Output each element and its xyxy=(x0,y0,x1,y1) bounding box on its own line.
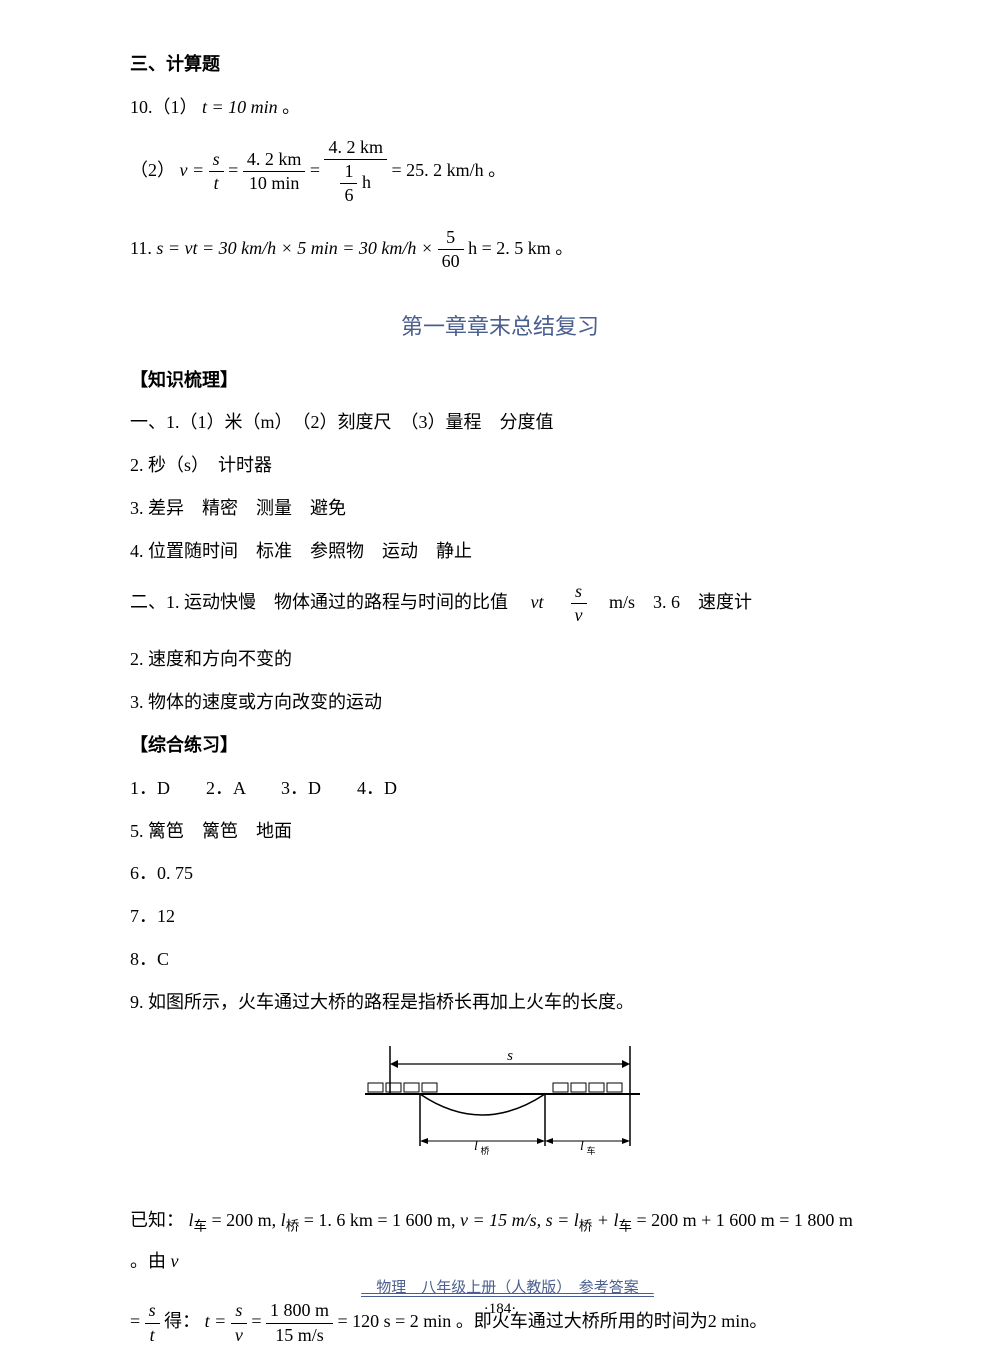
q10-prefix: 10.（1） xyxy=(130,97,198,117)
section-3-title: 三、计算题 xyxy=(130,50,870,79)
k3: 3. 差异 精密 测量 避免 xyxy=(130,494,870,523)
frac-num: 5 xyxy=(438,226,464,250)
sub2: 桥 xyxy=(286,1219,300,1234)
frac-den: 10 min xyxy=(243,172,306,195)
q11-prefix: 11. xyxy=(130,238,156,258)
eq-sign: = xyxy=(228,160,243,180)
l-bridge-sub: 桥 xyxy=(480,1145,489,1156)
p5: 5. 篱笆 篱笆 地面 xyxy=(130,817,870,846)
frac-den: 1 6 h xyxy=(324,160,387,208)
s-suffix: = 200 m + 1 600 m = 1 800 m xyxy=(636,1210,852,1230)
l-train: l xyxy=(580,1139,584,1154)
frac-den: v xyxy=(571,604,587,627)
k5-frac: s v xyxy=(571,580,587,628)
k5-suffix: m/s 3. 6 速度计 xyxy=(591,592,752,612)
frac-num: 4. 2 km xyxy=(243,148,306,172)
train-right xyxy=(553,1083,622,1092)
q10-part1: 10.（1） t = 10 min 。 xyxy=(130,93,870,122)
text2: = 1. 6 km = 1 600 m, xyxy=(304,1210,460,1230)
k6: 2. 速度和方向不变的 xyxy=(130,645,870,674)
inner-num: 1 xyxy=(340,160,357,184)
p6: 6．0. 75 xyxy=(130,859,870,888)
unit: h xyxy=(362,172,371,192)
frac-den: t xyxy=(145,1324,160,1347)
k5-prefix: 二、1. 运动快慢 物体通过的路程与时间的比值 xyxy=(130,592,526,612)
frac-den: 15 m/s xyxy=(266,1324,333,1347)
knowledge-header: 【知识梳理】 xyxy=(130,366,870,395)
q10-part2: （2） v = s t = 4. 2 km 10 min = 4. 2 km 1… xyxy=(130,136,870,208)
k5: 二、1. 运动快慢 物体通过的路程与时间的比值 vt s v m/s 3. 6 … xyxy=(130,580,870,628)
frac-den: v xyxy=(231,1324,247,1347)
q11-end: 。 xyxy=(555,238,573,258)
q10-end: 。 xyxy=(488,160,506,180)
given-prefix: 已知： xyxy=(130,1210,184,1230)
k2: 2. 秒（s） 计时器 xyxy=(130,451,870,480)
q11-frac: 5 60 xyxy=(438,226,464,274)
q10-end: 。 xyxy=(282,97,300,117)
q11-eq1: s = vt = 30 km/h × 5 min = 30 km/h × xyxy=(156,238,437,258)
practice-header: 【综合练习】 xyxy=(130,731,870,760)
q11: 11. s = vt = 30 km/h × 5 min = 30 km/h ×… xyxy=(130,226,870,274)
frac-num: s xyxy=(209,148,224,172)
sub1: 车 xyxy=(194,1219,208,1234)
inner-den: 6 xyxy=(340,184,357,207)
q10-frac2: 4. 2 km 10 min xyxy=(243,148,306,196)
s-label: s xyxy=(507,1048,513,1064)
frac-num: s xyxy=(571,580,587,604)
q10-result: = 25. 2 km/h xyxy=(392,160,484,180)
v2: v xyxy=(171,1251,179,1271)
sub3: 桥 xyxy=(579,1219,593,1234)
q10-frac3: 4. 2 km 1 6 h xyxy=(324,136,387,208)
q10-v: v = xyxy=(180,160,205,180)
l-train-sub: 车 xyxy=(586,1145,595,1156)
frac-num: 4. 2 km xyxy=(324,136,387,160)
s-pre: s = l xyxy=(546,1210,579,1230)
frac-den: t xyxy=(209,172,224,195)
q10-p2-prefix: （2） xyxy=(130,160,180,180)
p8: 8．C xyxy=(130,945,870,974)
q11-unit: h = 2. 5 km xyxy=(468,238,551,258)
q10-frac1: s t xyxy=(209,148,224,196)
p9-given: 已知： l车 = 200 m, l桥 = 1. 6 km = 1 600 m, … xyxy=(130,1201,870,1281)
k4: 4. 位置随时间 标准 参照物 运动 静止 xyxy=(130,537,870,566)
bridge-svg: s l 桥 l 车 xyxy=(360,1046,640,1166)
page-number: ·184· xyxy=(0,1301,1000,1318)
q10-eq: t = 10 min xyxy=(202,97,278,117)
footer-text: 物理 八年级上册（人教版） 参考答案 xyxy=(361,1280,654,1297)
text1: = 200 m, xyxy=(212,1210,281,1230)
bridge-diagram: s l 桥 l 车 xyxy=(130,1046,870,1171)
sub4: 车 xyxy=(618,1219,632,1234)
eq-sign: = xyxy=(310,160,325,180)
p9: 9. 如图所示，火车通过大桥的路程是指桥长再加上火车的长度。 xyxy=(130,988,870,1017)
k7: 3. 物体的速度或方向改变的运动 xyxy=(130,688,870,717)
l-bridge: l xyxy=(474,1139,478,1154)
train-left xyxy=(368,1083,437,1092)
frac-den: 60 xyxy=(438,250,464,273)
inner-frac: 1 6 xyxy=(340,160,357,208)
p7: 7．12 xyxy=(130,902,870,931)
s-end: 。由 xyxy=(130,1251,171,1271)
chapter-review-title: 第一章章末总结复习 xyxy=(130,309,870,341)
k5-vt: vt xyxy=(531,592,544,612)
page-footer: 物理 八年级上册（人教版） 参考答案 ·184· xyxy=(0,1276,1000,1318)
k1: 一、1.（1）米（m） （2）刻度尺 （3）量程 分度值 xyxy=(130,408,870,437)
v: v = 15 m/s, xyxy=(460,1210,546,1230)
p1: 1．D 2．A 3．D 4．D xyxy=(130,774,870,803)
